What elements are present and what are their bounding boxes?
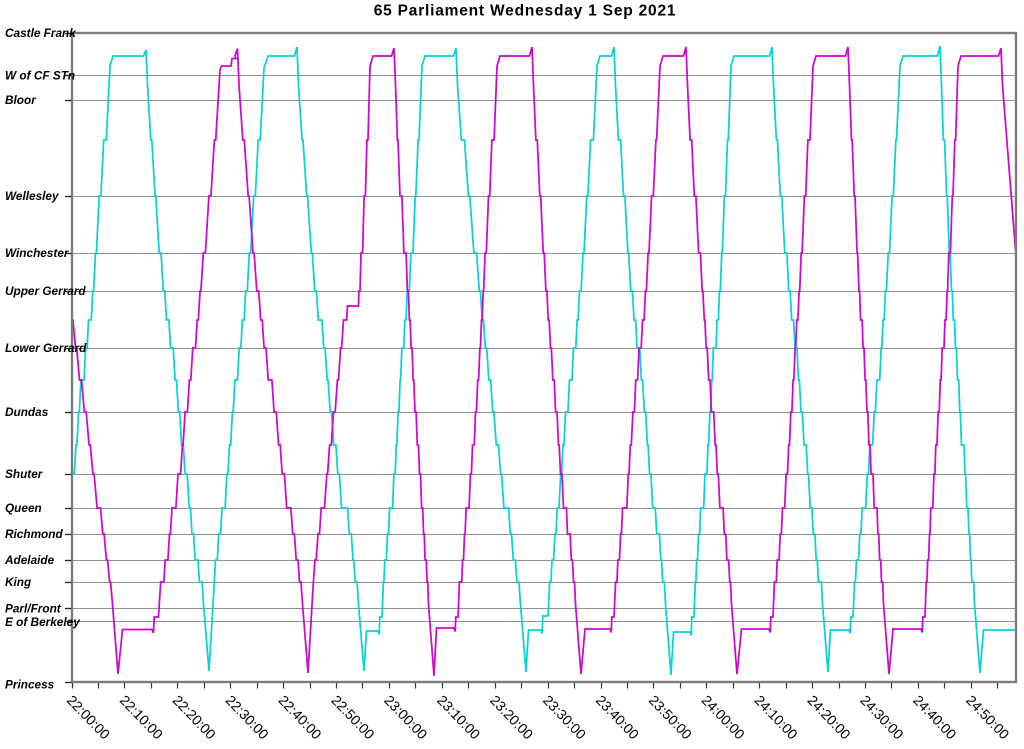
svg-text:Princess: Princess [5, 678, 55, 692]
svg-text:Adelaide: Adelaide [4, 553, 55, 567]
svg-text:Richmond: Richmond [5, 527, 63, 541]
svg-text:Queen: Queen [5, 501, 42, 515]
svg-text:Parl/Front: Parl/Front [5, 602, 62, 616]
svg-text:Shuter: Shuter [5, 467, 44, 481]
svg-text:W of CF STn: W of CF STn [5, 69, 75, 83]
svg-text:Wellesley: Wellesley [5, 189, 60, 203]
svg-text:E of Berkeley: E of Berkeley [5, 615, 81, 629]
svg-text:Winchester: Winchester [5, 246, 70, 260]
svg-text:Upper Gerrard: Upper Gerrard [5, 284, 86, 298]
svg-text:Dundas: Dundas [5, 405, 49, 419]
svg-text:65 Parliament Wednesday 1 Sep: 65 Parliament Wednesday 1 Sep 2021 [374, 3, 677, 20]
svg-text:King: King [5, 575, 31, 589]
svg-text:Castle Frank: Castle Frank [5, 26, 77, 40]
svg-text:Bloor: Bloor [5, 93, 37, 107]
svg-text:Lower Gerrard: Lower Gerrard [5, 341, 87, 355]
